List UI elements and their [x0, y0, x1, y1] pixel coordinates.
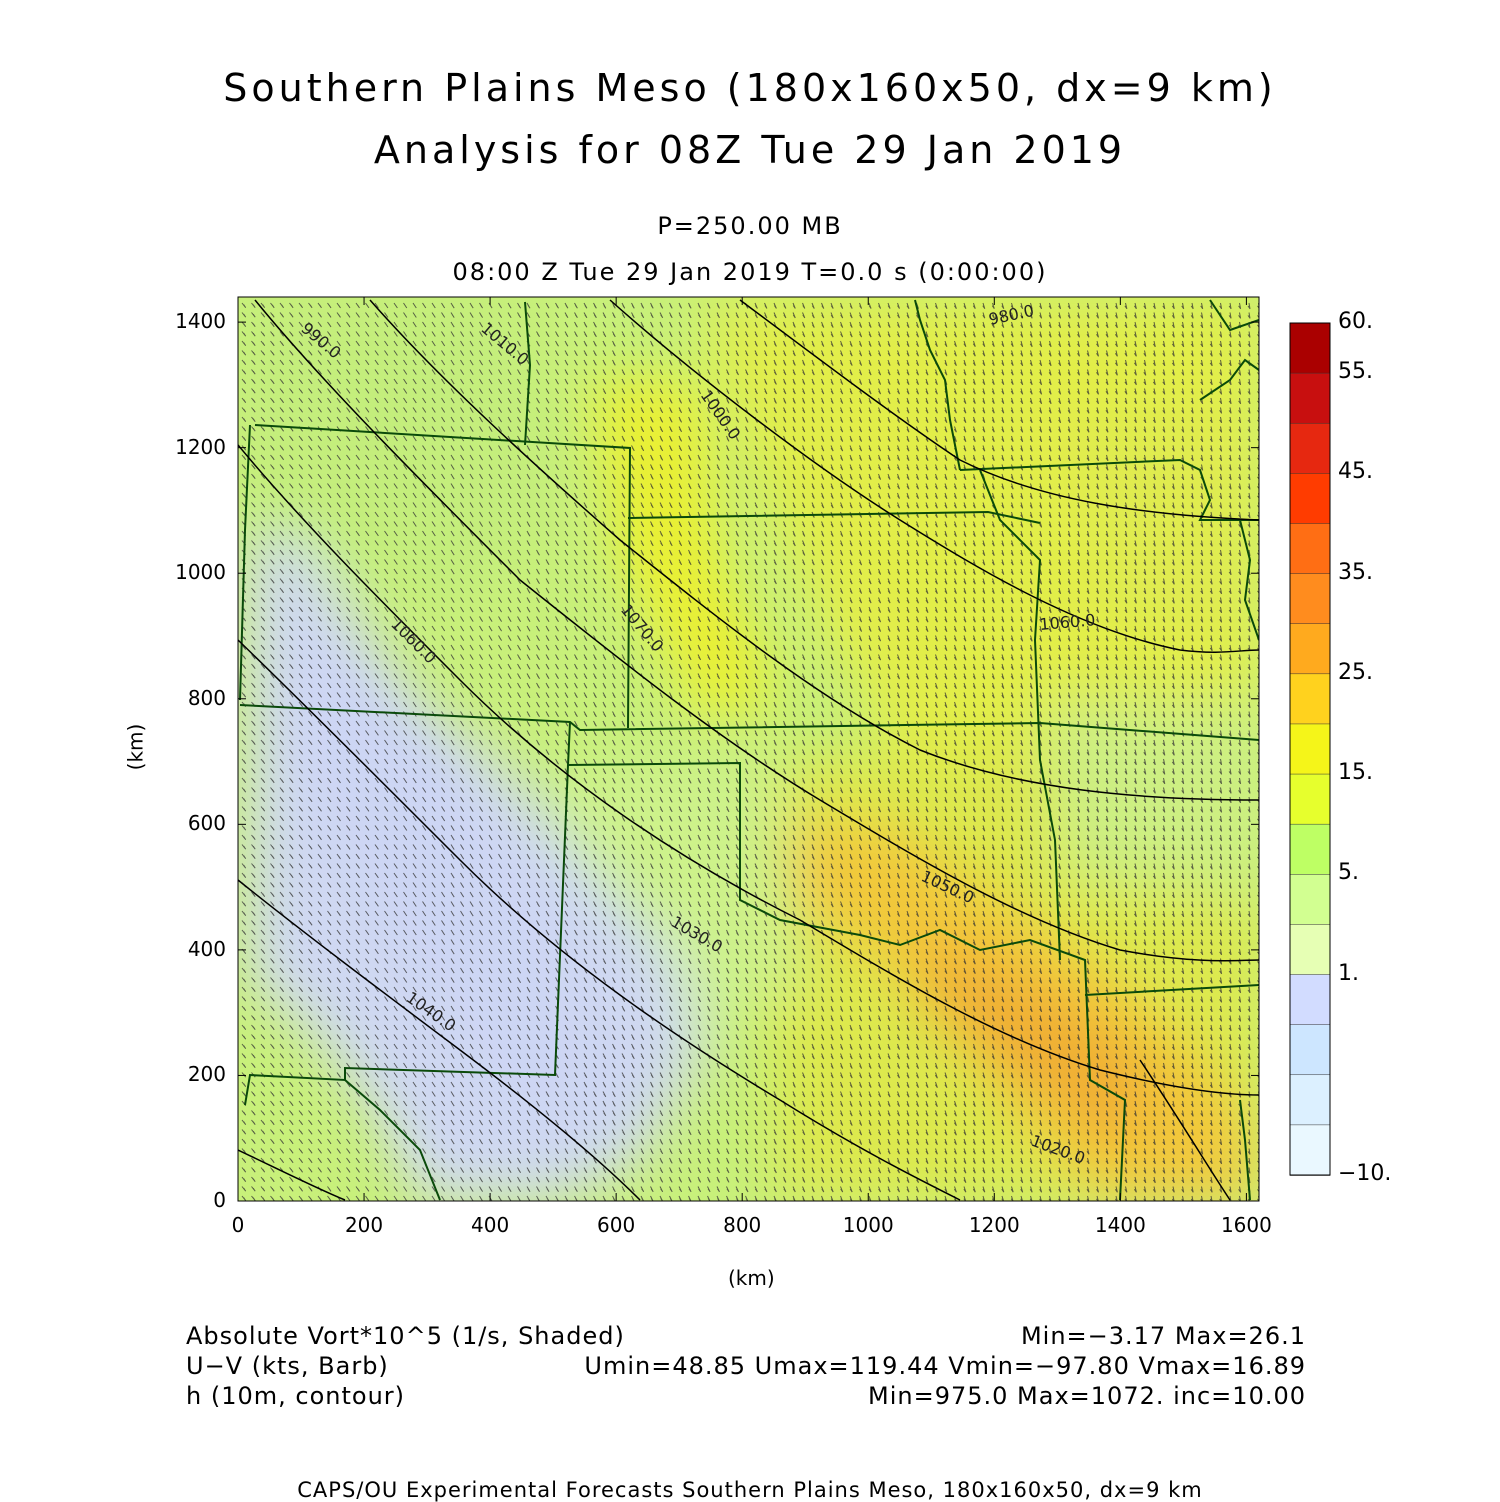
colorbar-label: 60. [1338, 309, 1373, 334]
axis-ticks [237, 297, 1259, 1202]
colorbar-swatch [1289, 473, 1331, 525]
y-tick-label: 0 [213, 1188, 226, 1212]
colorbar-label: 15. [1338, 760, 1373, 786]
colorbar-label: 5. [1338, 860, 1359, 886]
y-axis-label: (km) [123, 723, 148, 771]
colorbar-label: 1. [1338, 960, 1359, 986]
map-title-line1: Southern Plains Meso (180x160x50, dx=9 k… [223, 66, 1277, 110]
colorbar-swatch [1289, 974, 1331, 1026]
legend-field-vorticity: Absolute Vort*10^5 (1/s, Shaded) [186, 1322, 625, 1350]
y-tick-label: 1400 [175, 309, 226, 334]
plot-frame [237, 296, 1260, 1202]
legend-field-vorticity-stats: Min=−3.17 Max=26.1 [1020, 1322, 1306, 1350]
x-tick-label: 400 [471, 1213, 510, 1237]
colorbar-label: 35. [1338, 559, 1373, 585]
colorbar-label: −10. [1338, 1161, 1392, 1186]
pressure-level: P=250.00 MB [657, 212, 843, 240]
x-tick-label: 1400 [1094, 1213, 1146, 1237]
contour-label: 1060.0 [1039, 610, 1096, 634]
x-tick-label: 600 [597, 1213, 636, 1237]
colorbar-swatch [1289, 1024, 1331, 1076]
legend-field-wind: U−V (kts, Barb) [186, 1352, 389, 1380]
height-contours [238, 299, 1259, 1201]
state-boundaries [239, 299, 1259, 1201]
colorbar-swatch [1289, 673, 1331, 725]
map-title-line2: Analysis for 08Z Tue 29 Jan 2019 [373, 128, 1127, 172]
y-tick-label: 1200 [175, 434, 226, 459]
colorbar-swatch [1289, 874, 1331, 926]
x-axis-label: (km) [728, 1266, 775, 1290]
colorbar-frame [1289, 322, 1331, 1176]
legend-field-height: h (10m, contour) [186, 1382, 406, 1410]
legend-field-height-stats: Min=975.0 Max=1072. inc=10.00 [868, 1382, 1306, 1410]
colorbar-swatch [1289, 573, 1331, 625]
x-tick-label: 1000 [842, 1213, 894, 1237]
colorbar-swatch [1289, 372, 1331, 424]
x-tick-label: 200 [344, 1213, 384, 1237]
colorbar-swatch [1289, 773, 1331, 825]
wind-barb-field [241, 302, 1259, 1201]
wind-barbs [241, 302, 1259, 1201]
x-tick-label: 0 [231, 1213, 245, 1237]
colorbar-label: 45. [1338, 459, 1373, 485]
legend-field-wind-stats: Umin=48.85 Umax=119.44 Vmin=−97.80 Vmax=… [584, 1352, 1306, 1380]
colorbar-swatch [1289, 623, 1331, 675]
colorbar-label: 55. [1338, 359, 1373, 385]
colorbar-swatch [1289, 422, 1331, 475]
valid-time: 08:00 Z Tue 29 Jan 2019 T=0.0 s (0:00:00… [452, 258, 1048, 286]
x-tick-label: 800 [723, 1213, 762, 1237]
colorbar-swatch [1289, 823, 1331, 876]
y-tick-label: 200 [187, 1062, 226, 1087]
y-tick-label: 1000 [175, 560, 226, 585]
colorbar-swatch [1289, 523, 1331, 575]
colorbar-swatch [1289, 1124, 1331, 1176]
colorbar-swatch [1289, 924, 1331, 976]
colorbar-swatch [1289, 723, 1331, 775]
colorbar-swatch [1289, 322, 1331, 374]
x-tick-label: 1600 [1220, 1213, 1272, 1237]
x-tick-label: 1200 [968, 1213, 1020, 1237]
colorbar [1289, 322, 1331, 1176]
y-tick-label: 600 [187, 811, 226, 836]
credit-line: CAPS/OU Experimental Forecasts Southern … [297, 1478, 1203, 1502]
colorbar-label: 25. [1338, 659, 1373, 685]
y-tick-label: 400 [187, 936, 226, 961]
y-tick-label: 800 [187, 685, 226, 710]
colorbar-swatch [1289, 1074, 1331, 1126]
